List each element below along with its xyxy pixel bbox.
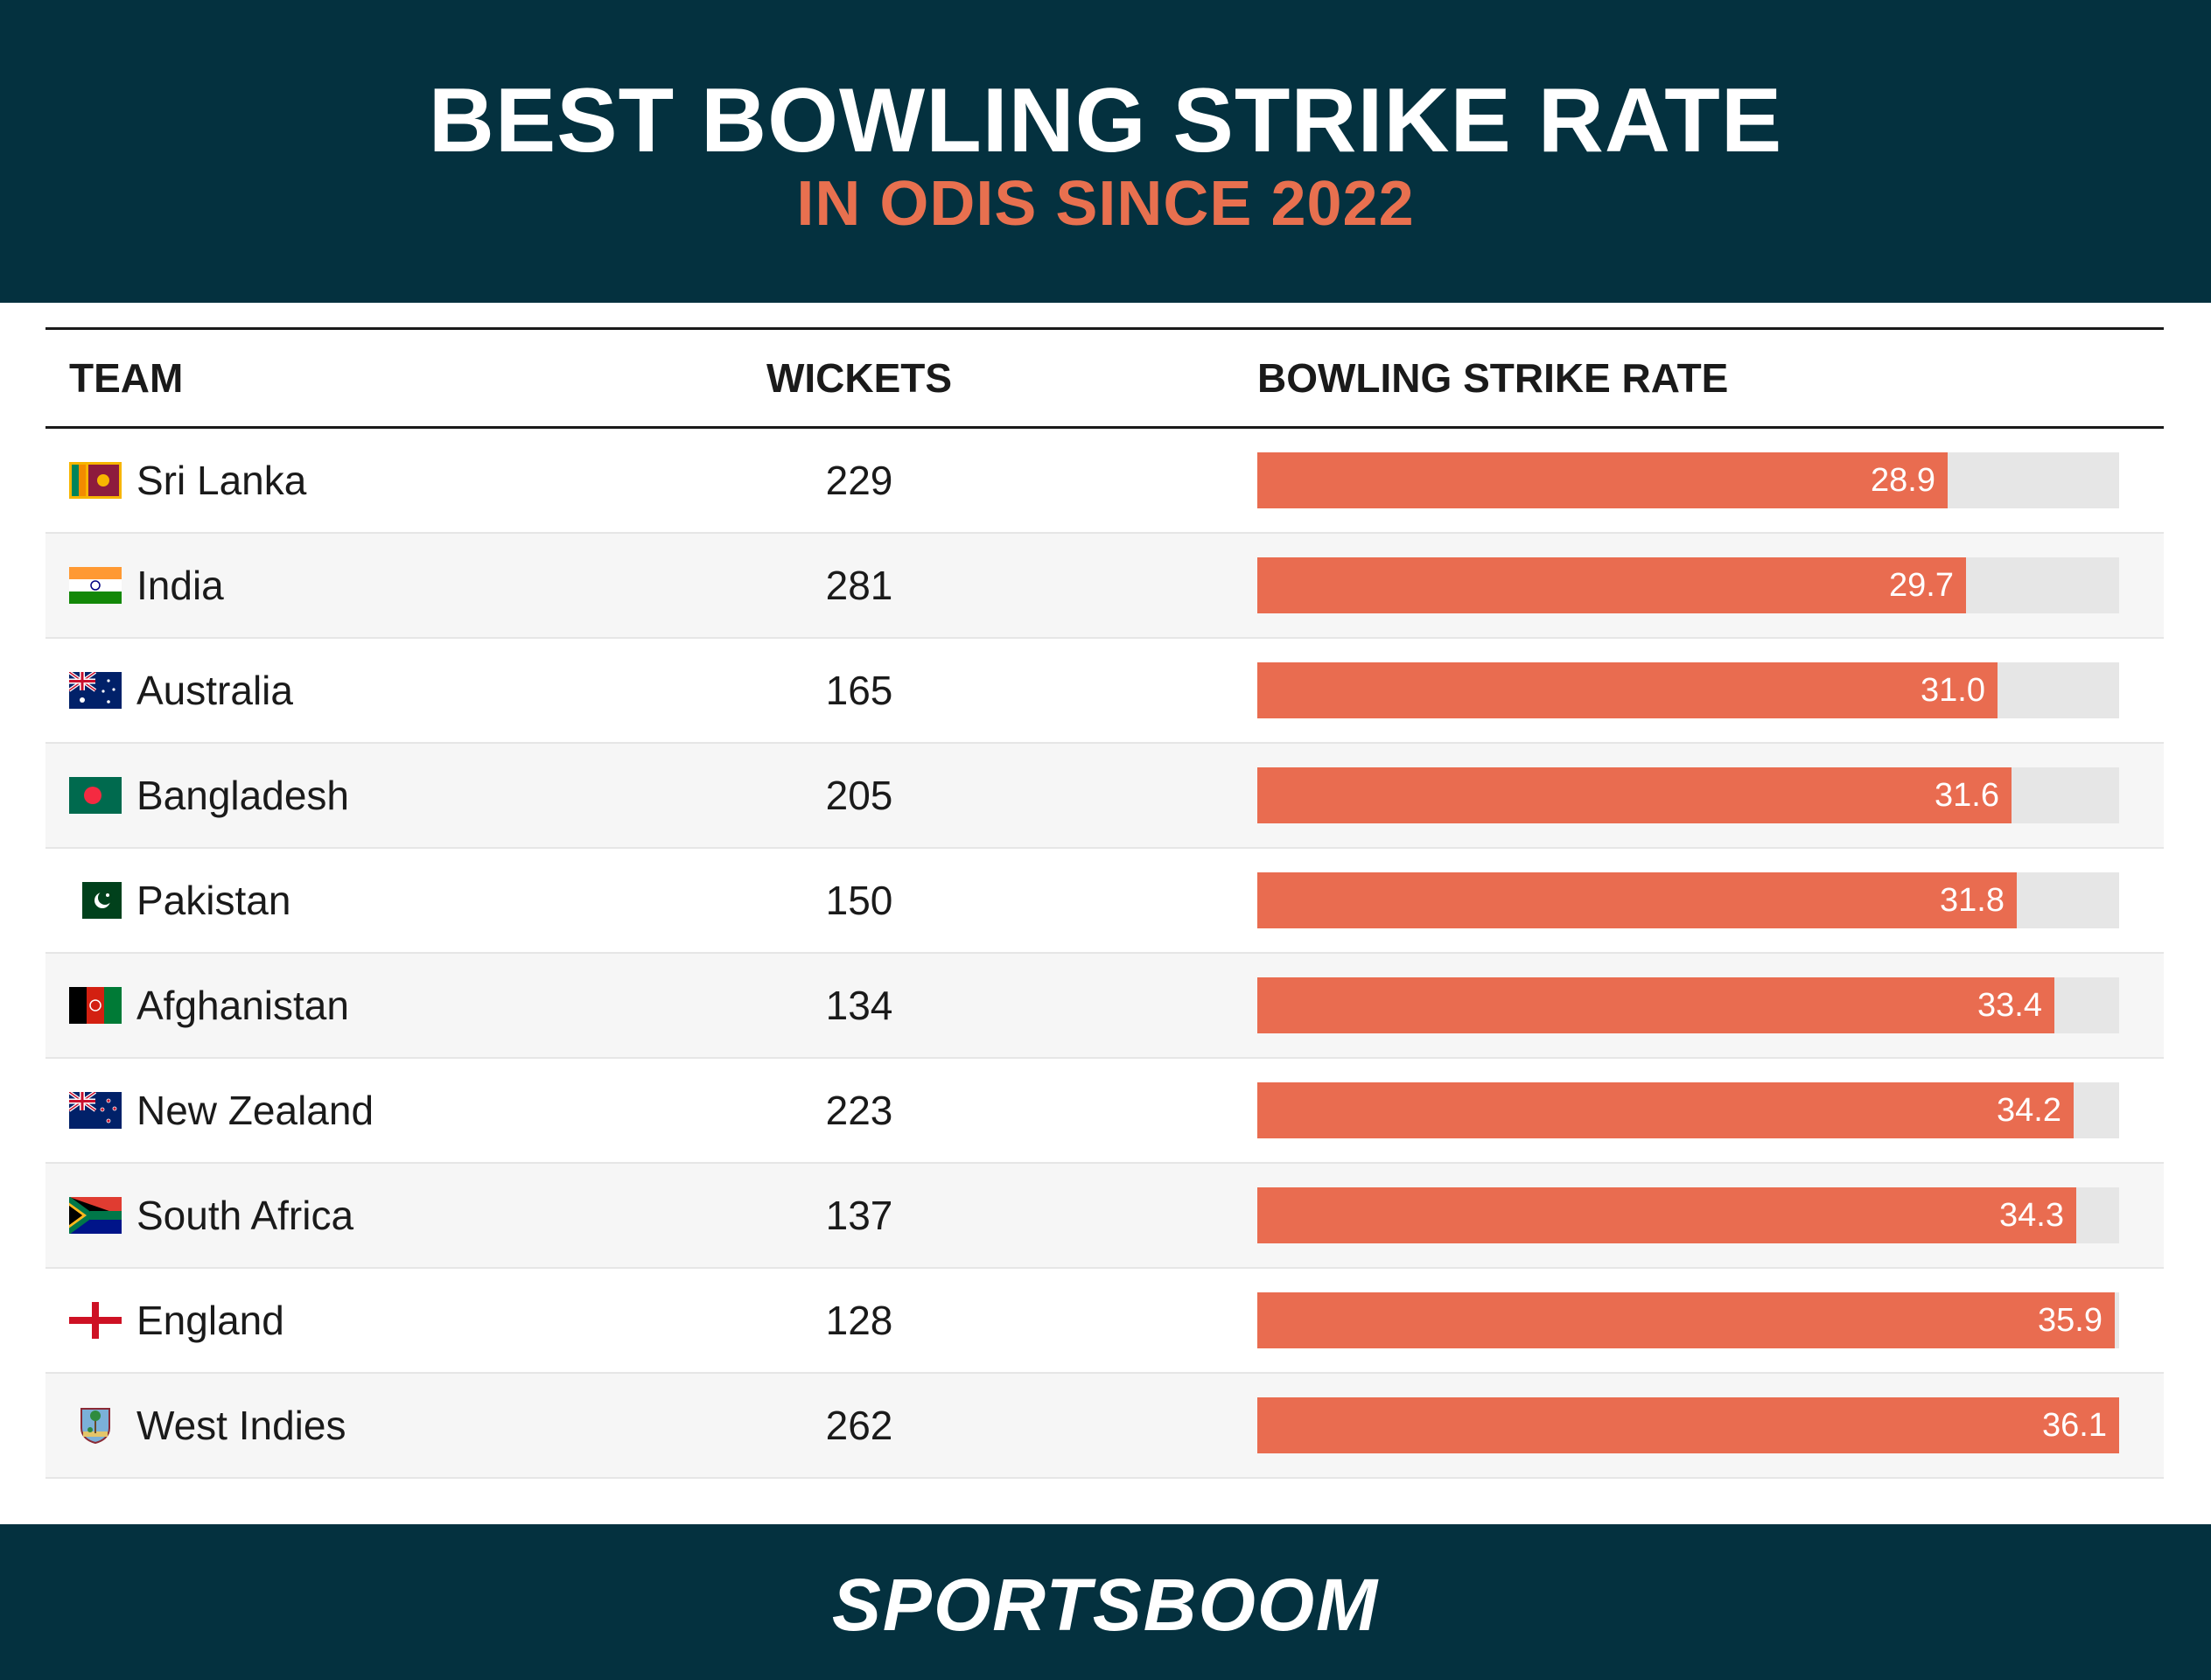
wickets-value: 281 — [825, 563, 893, 608]
table-row: Bangladesh 205 31.6 — [45, 744, 2164, 849]
sportsboom-logo: SPORTSBOOM — [831, 1564, 1380, 1646]
table-row: Pakistan 150 31.8 — [45, 849, 2164, 954]
bar-track: 33.4 — [1257, 977, 2119, 1033]
wickets-value: 205 — [825, 773, 893, 818]
wickets-value: 150 — [825, 878, 893, 923]
strike-rate-label: 31.8 — [1940, 882, 2005, 919]
pakistan-flag-icon — [69, 882, 122, 919]
strike-rate-bar: 29.7 — [1257, 557, 1966, 613]
new-zealand-flag-icon — [69, 1092, 122, 1129]
wickets-value: 262 — [825, 1403, 893, 1448]
table-body: Sri Lanka 229 28.9 India 281 29.7 Australia 165… — [45, 429, 2164, 1479]
team-name: Pakistan — [136, 878, 291, 923]
strike-rate-label: 28.9 — [1871, 462, 1935, 499]
strike-rate-bar: 36.1 — [1257, 1397, 2119, 1453]
strike-rate-bar: 35.9 — [1257, 1292, 2115, 1348]
england-flag-icon — [69, 1302, 122, 1339]
strike-rate-table: TEAM WICKETS BOWLING STRIKE RATE Sri Lan… — [45, 327, 2164, 1479]
bar-track: 29.7 — [1257, 557, 2119, 613]
chart-title: BEST BOWLING STRIKE RATE — [428, 70, 1783, 172]
bar-track: 31.0 — [1257, 662, 2119, 718]
table-row: Australia 165 31.0 — [45, 639, 2164, 744]
strike-rate-label: 34.3 — [1999, 1197, 2064, 1234]
strike-rate-label: 33.4 — [1977, 987, 2042, 1024]
strike-rate-bar: 34.2 — [1257, 1082, 2074, 1138]
column-header-wickets: WICKETS — [766, 355, 953, 401]
table-row: New Zealand 223 34.2 — [45, 1059, 2164, 1164]
table-row: India 281 29.7 — [45, 534, 2164, 639]
wickets-value: 229 — [825, 458, 893, 503]
strike-rate-bar: 34.3 — [1257, 1187, 2076, 1243]
strike-rate-bar: 31.0 — [1257, 662, 1998, 718]
strike-rate-label: 35.9 — [2038, 1302, 2103, 1339]
table-row: England 128 35.9 — [45, 1269, 2164, 1374]
strike-rate-bar: 28.9 — [1257, 452, 1948, 508]
strike-rate-label: 31.6 — [1935, 777, 1999, 814]
table-row: South Africa 137 34.3 — [45, 1164, 2164, 1269]
afghanistan-flag-icon — [69, 987, 122, 1024]
table-header: TEAM WICKETS BOWLING STRIKE RATE — [45, 327, 2164, 429]
wickets-value: 223 — [825, 1088, 893, 1133]
strike-rate-label: 29.7 — [1889, 567, 1954, 604]
bar-track: 34.3 — [1257, 1187, 2119, 1243]
bar-track: 34.2 — [1257, 1082, 2119, 1138]
table-row: West Indies 262 36.1 — [45, 1374, 2164, 1479]
strike-rate-bar: 31.8 — [1257, 872, 2017, 928]
strike-rate-label: 36.1 — [2042, 1407, 2107, 1444]
footer-banner: SPORTSBOOM — [0, 1524, 2211, 1680]
column-header-strike-rate: BOWLING STRIKE RATE — [1257, 355, 1729, 401]
team-name: Australia — [136, 668, 293, 713]
strike-rate-label: 34.2 — [1997, 1092, 2061, 1129]
table-row: Afghanistan 134 33.4 — [45, 954, 2164, 1059]
bar-track: 36.1 — [1257, 1397, 2119, 1453]
bar-track: 35.9 — [1257, 1292, 2119, 1348]
south-africa-flag-icon — [69, 1197, 122, 1234]
strike-rate-bar: 33.4 — [1257, 977, 2054, 1033]
strike-rate-bar: 31.6 — [1257, 767, 2012, 823]
team-name: West Indies — [136, 1403, 346, 1448]
chart-subtitle: IN ODIS SINCE 2022 — [796, 169, 1415, 239]
table-row: Sri Lanka 229 28.9 — [45, 429, 2164, 534]
wickets-value: 128 — [825, 1298, 893, 1343]
bangladesh-flag-icon — [69, 777, 122, 814]
team-name: Afghanistan — [136, 983, 349, 1028]
team-name: Sri Lanka — [136, 458, 307, 503]
wickets-value: 165 — [825, 668, 893, 713]
column-header-team: TEAM — [69, 355, 184, 401]
team-name: India — [136, 563, 224, 608]
sri-lanka-flag-icon — [69, 462, 122, 499]
wickets-value: 137 — [825, 1193, 893, 1238]
australia-flag-icon — [69, 672, 122, 709]
bar-track: 28.9 — [1257, 452, 2119, 508]
team-name: England — [136, 1298, 284, 1343]
header-banner: BEST BOWLING STRIKE RATE IN ODIS SINCE 2… — [0, 0, 2211, 303]
india-flag-icon — [69, 567, 122, 604]
bar-track: 31.8 — [1257, 872, 2119, 928]
wickets-value: 134 — [825, 983, 893, 1028]
team-name: Bangladesh — [136, 773, 349, 818]
bar-track: 31.6 — [1257, 767, 2119, 823]
west-indies-flag-icon — [69, 1407, 122, 1444]
team-name: South Africa — [136, 1193, 354, 1238]
strike-rate-label: 31.0 — [1921, 672, 1985, 709]
team-name: New Zealand — [136, 1088, 374, 1133]
